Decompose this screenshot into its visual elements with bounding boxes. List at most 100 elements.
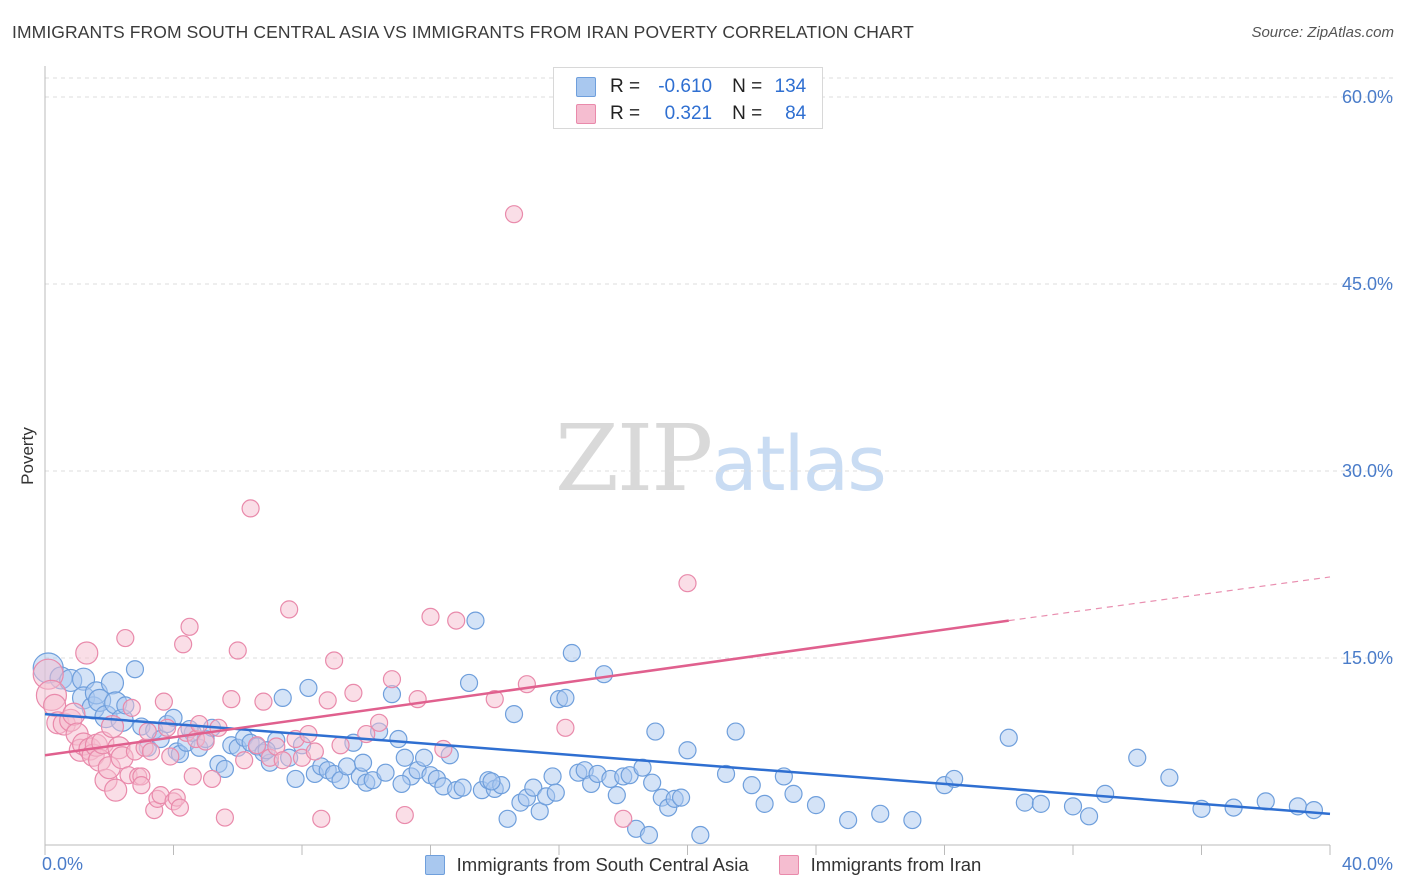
data-point bbox=[1015, 793, 1034, 812]
y-tick-label: 45.0% bbox=[1342, 274, 1393, 294]
data-point bbox=[122, 698, 141, 717]
data-point bbox=[498, 809, 517, 828]
trend-line-iran bbox=[44, 619, 1009, 757]
series-iran-points bbox=[32, 205, 697, 828]
trend-line-iran-extension bbox=[1008, 576, 1331, 622]
y-axis-label: Poverty bbox=[18, 427, 37, 485]
data-point bbox=[331, 736, 350, 755]
data-point bbox=[607, 786, 626, 805]
data-point bbox=[1063, 797, 1083, 816]
data-point bbox=[141, 742, 161, 761]
data-point bbox=[116, 628, 135, 648]
legend-swatch-blue bbox=[424, 855, 445, 875]
data-point bbox=[504, 704, 524, 724]
data-point bbox=[370, 713, 389, 732]
tick-labels: 15.0% 30.0% 45.0% 60.0% 0.0% 40.0% Poverty bbox=[18, 87, 1393, 874]
source-credit: Source: ZipAtlas.com bbox=[1251, 24, 1394, 41]
data-point bbox=[190, 714, 209, 734]
data-point bbox=[353, 753, 373, 772]
data-point bbox=[524, 778, 543, 797]
legend-swatch-blue bbox=[576, 77, 596, 97]
x-tick-label: 40.0% bbox=[1342, 854, 1393, 874]
x-tick-label: 0.0% bbox=[42, 854, 83, 874]
data-point bbox=[228, 641, 247, 660]
data-point bbox=[325, 651, 344, 670]
legend-item-iran: Immigrants from Iran bbox=[778, 854, 982, 876]
data-point bbox=[504, 205, 524, 224]
data-point bbox=[459, 673, 479, 693]
data-point bbox=[215, 808, 234, 827]
series-legend: Immigrants from South Central Asia Immig… bbox=[0, 851, 1406, 879]
correlation-legend: R = -0.610 N = 134 R = 0.321 N = 84 bbox=[553, 67, 823, 129]
data-point bbox=[196, 732, 215, 751]
data-point bbox=[273, 688, 292, 707]
data-point bbox=[161, 747, 180, 766]
data-point bbox=[318, 691, 337, 710]
data-point bbox=[871, 804, 890, 823]
grid-lines bbox=[45, 77, 1395, 659]
trend-lines bbox=[44, 576, 1331, 816]
data-point bbox=[254, 692, 273, 711]
data-point bbox=[299, 678, 318, 698]
data-point bbox=[716, 764, 736, 784]
data-point bbox=[784, 784, 803, 803]
data-point bbox=[1079, 807, 1099, 826]
data-point bbox=[247, 736, 267, 755]
data-point bbox=[62, 702, 86, 726]
data-point bbox=[447, 611, 466, 630]
data-point bbox=[132, 776, 151, 795]
data-point bbox=[485, 690, 504, 709]
data-point bbox=[154, 692, 173, 711]
data-point bbox=[180, 617, 199, 636]
data-point bbox=[643, 773, 662, 792]
legend-r-label: R = bbox=[610, 76, 641, 97]
data-point bbox=[903, 810, 922, 830]
data-point bbox=[1304, 800, 1324, 820]
data-point bbox=[222, 690, 241, 709]
data-point bbox=[530, 802, 549, 821]
y-tick-label: 60.0% bbox=[1342, 87, 1393, 107]
data-point bbox=[806, 796, 826, 815]
legend-item-south-central-asia: Immigrants from South Central Asia bbox=[424, 854, 749, 876]
data-point bbox=[215, 759, 234, 779]
watermark-zip: ZIP bbox=[555, 405, 713, 512]
data-point bbox=[273, 751, 292, 770]
legend-n-label: N = bbox=[732, 76, 763, 97]
data-point bbox=[202, 769, 222, 789]
data-point bbox=[646, 722, 665, 741]
legend-swatch-pink bbox=[576, 104, 596, 124]
legend-label: Immigrants from Iran bbox=[810, 854, 982, 875]
data-point bbox=[726, 722, 745, 741]
data-point bbox=[389, 729, 408, 749]
data-point bbox=[556, 718, 575, 737]
data-point bbox=[614, 809, 633, 828]
data-point bbox=[594, 665, 614, 684]
data-point bbox=[1031, 794, 1050, 813]
data-point bbox=[421, 607, 440, 626]
data-point bbox=[633, 758, 652, 777]
legend-swatch-pink bbox=[778, 855, 799, 875]
data-point bbox=[1128, 748, 1147, 767]
data-point bbox=[678, 574, 697, 593]
data-point bbox=[434, 739, 453, 759]
data-point bbox=[170, 798, 190, 817]
legend-r-value: 0.321 bbox=[664, 103, 713, 124]
data-point bbox=[414, 748, 434, 767]
data-point bbox=[1096, 784, 1115, 803]
data-point bbox=[344, 683, 363, 703]
data-point bbox=[392, 774, 411, 794]
data-point bbox=[466, 611, 485, 630]
trend-line-south-central-asia bbox=[44, 712, 1331, 816]
data-point bbox=[241, 499, 260, 518]
legend-n-label: N = bbox=[732, 103, 763, 124]
chart-title: IMMIGRANTS FROM SOUTH CENTRAL ASIA VS IM… bbox=[12, 22, 914, 42]
data-point bbox=[100, 671, 125, 695]
data-point bbox=[691, 825, 710, 845]
legend-n-value: 84 bbox=[785, 103, 807, 124]
data-point bbox=[235, 751, 254, 770]
data-point bbox=[517, 675, 536, 694]
y-tick-label: 30.0% bbox=[1342, 461, 1393, 481]
legend-row-iran: R = 0.321 N = 84 bbox=[576, 101, 806, 127]
data-point bbox=[556, 688, 575, 707]
